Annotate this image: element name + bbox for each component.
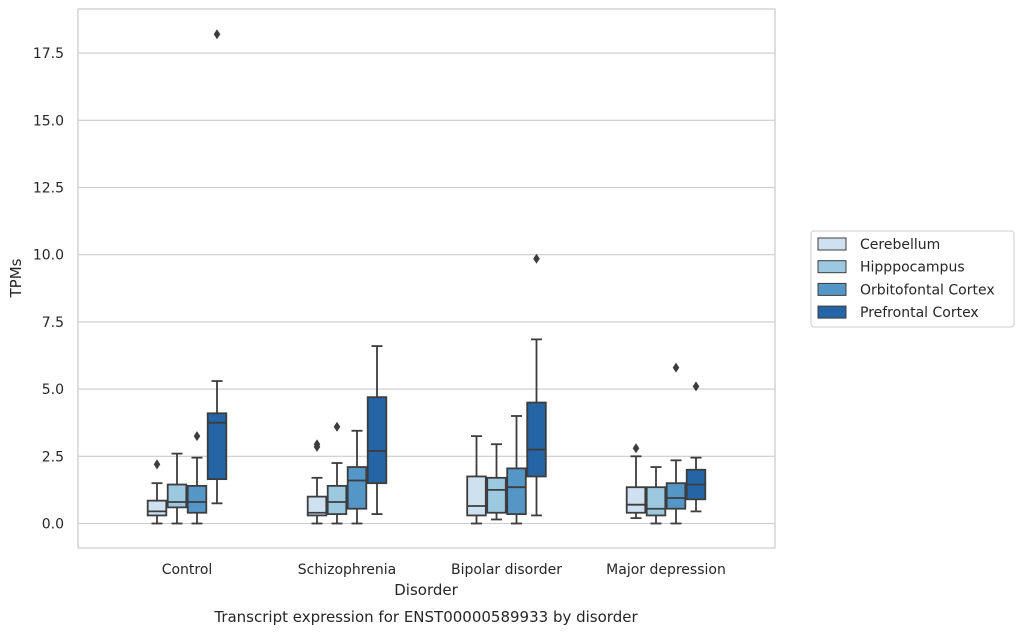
x-tick-label: Control xyxy=(162,562,213,578)
plot-background xyxy=(78,9,775,548)
iqr-box xyxy=(206,412,228,481)
box-cerebellum xyxy=(146,459,168,525)
y-tick-label: 5.0 xyxy=(42,382,64,398)
y-tick-label: 10.0 xyxy=(33,248,64,264)
outlier-point xyxy=(193,431,201,442)
y-tick-label: 2.5 xyxy=(42,449,64,465)
y-tick-label: 17.5 xyxy=(33,46,64,62)
legend-frame xyxy=(810,230,1015,328)
legend-label: Hipppocampus xyxy=(860,260,965,276)
iqr-box xyxy=(306,495,328,517)
box-prefrontal-cortex xyxy=(206,29,228,505)
legend-swatch xyxy=(817,237,847,251)
iqr-box xyxy=(186,484,208,514)
outlier-point xyxy=(672,362,680,373)
box-hipppocampus xyxy=(645,466,667,525)
y-tick-label: 7.5 xyxy=(42,315,64,331)
y-gridlines xyxy=(78,52,775,525)
iqr-box xyxy=(625,486,647,514)
x-tick-label: Major depression xyxy=(606,562,726,578)
iqr-box xyxy=(146,499,168,517)
y-tick-label: 12.5 xyxy=(33,181,64,197)
outlier-point xyxy=(313,439,321,450)
iqr-box xyxy=(346,466,368,510)
box-cerebellum xyxy=(306,439,328,525)
box-orbitofontal-cortex xyxy=(665,362,687,525)
iqr-box xyxy=(366,396,388,485)
box-hipppocampus xyxy=(166,452,188,525)
x-tick-labels: Control Schizophrenia Bipolar disorder Majo… xyxy=(162,562,726,578)
x-tick-label: Schizophrenia xyxy=(298,562,396,578)
iqr-box xyxy=(665,482,687,510)
box-prefrontal-cortex xyxy=(526,253,547,517)
legend-label: Cerebellum xyxy=(860,237,940,253)
plot-frame xyxy=(77,8,776,549)
box-hipppocampus xyxy=(326,421,348,525)
box-cerebellum xyxy=(625,443,647,520)
legend: Cerebellum Hipppocampus Orbitofontal Corte… xyxy=(810,230,1015,328)
outlier-point xyxy=(692,381,700,392)
outlier-point xyxy=(632,443,640,454)
box-hipppocampus xyxy=(486,443,507,521)
outlier-point xyxy=(153,459,161,470)
iqr-box xyxy=(166,483,188,509)
iqr-box xyxy=(506,467,527,515)
y-tick-labels: 0.0 2.5 5.0 7.5 10.0 12.5 15.0 17.5 xyxy=(33,46,64,532)
y-tick-label: 0.0 xyxy=(42,517,64,533)
iqr-box xyxy=(326,484,348,515)
legend-swatch xyxy=(817,260,847,274)
outlier-point xyxy=(213,29,221,40)
iqr-box xyxy=(645,486,667,517)
y-axis-label: TPMs xyxy=(7,258,25,298)
boxes xyxy=(146,29,707,525)
legend-label: Prefrontal Cortex xyxy=(860,305,979,321)
legend-swatch xyxy=(817,305,847,319)
outlier-point xyxy=(333,421,341,432)
iqr-box xyxy=(486,476,507,514)
iqr-box xyxy=(466,475,487,517)
chart-caption: Transcript expression for ENST0000058993… xyxy=(213,608,638,626)
y-tick-label: 15.0 xyxy=(33,113,64,129)
box-prefrontal-cortex xyxy=(685,381,707,513)
box-prefrontal-cortex xyxy=(366,345,388,515)
outlier-point xyxy=(533,253,540,264)
box-orbitofontal-cortex xyxy=(346,429,368,525)
legend-label: Orbitofontal Cortex xyxy=(860,282,995,298)
box-cerebellum xyxy=(466,435,487,525)
x-axis-label: Disorder xyxy=(394,581,458,599)
box-orbitofontal-cortex xyxy=(186,431,208,525)
legend-swatch xyxy=(817,282,847,296)
x-tick-label: Bipolar disorder xyxy=(451,562,562,578)
iqr-box xyxy=(526,401,547,478)
box-orbitofontal-cortex xyxy=(506,415,527,525)
